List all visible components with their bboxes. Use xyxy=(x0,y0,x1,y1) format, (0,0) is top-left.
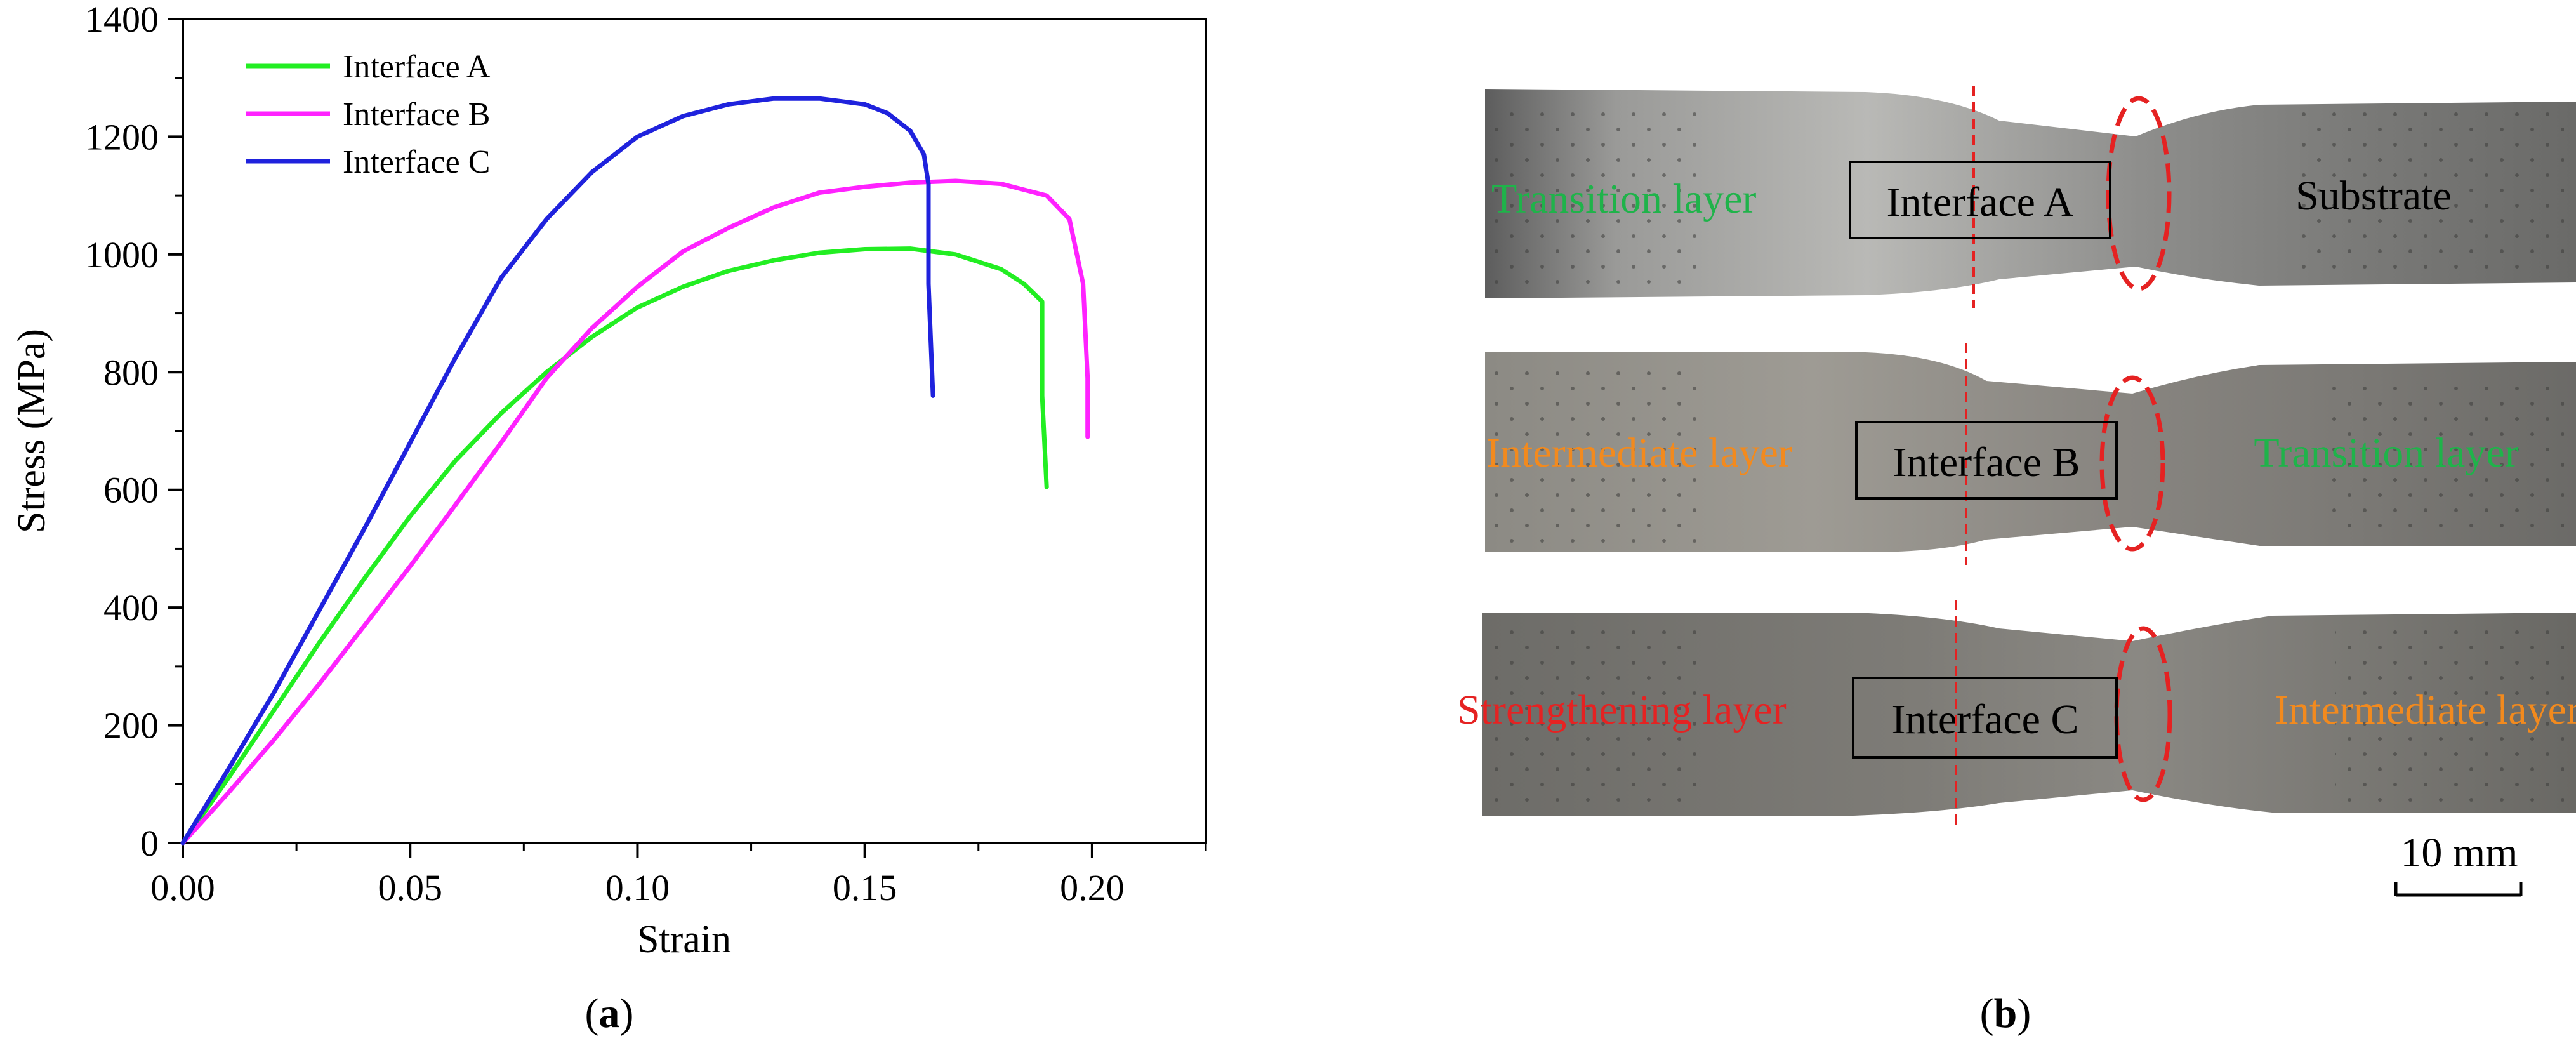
legend-label-interface-b: Interface B xyxy=(343,96,490,133)
x-tick-label: 0.00 xyxy=(150,867,215,908)
panel-label-a: (a) xyxy=(585,990,634,1037)
y-tick-label: 800 xyxy=(103,352,159,393)
specimen-interface-b: Interface B Intermediate layer Transitio… xyxy=(1485,343,2576,565)
plot-frame xyxy=(182,18,1207,844)
panel-label-b: (b) xyxy=(1980,990,2031,1037)
specimen-c-grip-dots-left xyxy=(1488,625,1698,803)
y-axis-title: Stress (MPa) xyxy=(10,329,53,533)
panel-a-open-paren: ( xyxy=(585,990,599,1037)
specimen-b-body xyxy=(1485,352,2576,552)
specimen-b-right-label: Transition layer xyxy=(2254,430,2518,476)
panel-a-close-paren: ) xyxy=(620,990,634,1037)
scale-bar: 10 mm xyxy=(2394,830,2523,897)
x-tick-label: 0.20 xyxy=(1060,867,1125,908)
series-layer xyxy=(180,96,1090,846)
specimen-a-grip-dots-right xyxy=(2297,111,2564,270)
x-axis-title: Strain xyxy=(637,918,731,961)
specimen-a-interface-box xyxy=(1849,161,2111,239)
panel-b-close-paren: ) xyxy=(2017,990,2031,1037)
specimen-c-right-label: Intermediate layer xyxy=(2275,687,2576,733)
specimen-c-box-label: Interface C xyxy=(1892,696,2079,743)
legend-label-interface-c: Interface C xyxy=(343,144,490,180)
specimen-a-left-label: Transition layer xyxy=(1491,176,1756,222)
series-line-interface-b xyxy=(180,178,1090,846)
specimen-a-fracture-ellipse xyxy=(2106,96,2172,291)
panel-b-open-paren: ( xyxy=(1980,990,1994,1037)
x-tick-label: 0.15 xyxy=(833,867,897,908)
y-tick-label: 400 xyxy=(103,587,159,628)
specimen-b-interface-box xyxy=(1855,421,2118,500)
specimen-photo-panel: Interface A Transition layer Substrate I… xyxy=(1457,86,2576,1037)
specimen-c-left-label: Strengthening layer xyxy=(1457,687,1787,733)
y-tick-label: 1400 xyxy=(85,0,159,40)
x-tick-label: 0.10 xyxy=(605,867,670,908)
specimen-c-grip-dots-right xyxy=(2335,625,2564,803)
legend-label-interface-a: Interface A xyxy=(343,49,491,85)
specimen-b-grip-dots-right xyxy=(2323,375,2564,536)
specimen-b-left-label: Intermediate layer xyxy=(1486,430,1792,476)
y-tick-label: 1200 xyxy=(85,116,159,157)
legend: Interface A Interface B Interface C xyxy=(246,49,491,180)
panel-b-letter: b xyxy=(1994,990,2018,1037)
specimen-a-grip-dots-left xyxy=(1488,102,1704,286)
specimen-a-box-label: Interface A xyxy=(1887,179,2074,225)
specimen-c-interface-box xyxy=(1852,677,2118,759)
x-axis-ticks: 0.00 0.05 0.10 0.15 0.20 xyxy=(150,843,1207,908)
specimen-b-fracture-ellipse xyxy=(2099,375,2165,552)
specimen-a-right-label: Substrate xyxy=(2295,173,2452,219)
panel-a-letter: a xyxy=(599,990,620,1037)
scale-bar-label: 10 mm xyxy=(2400,830,2518,876)
specimen-c-body xyxy=(1482,613,2576,816)
series-line-interface-a xyxy=(180,246,1049,846)
series-line-interface-c xyxy=(180,96,935,846)
specimen-c-fracture-ellipse xyxy=(2114,626,2172,802)
specimen-interface-a: Interface A Transition layer Substrate xyxy=(1485,86,2576,308)
y-tick-label: 1000 xyxy=(85,234,159,275)
specimen-b-box-label: Interface B xyxy=(1893,439,2080,486)
y-axis-ticks: 0 200 400 600 800 1000 1200 1400 xyxy=(85,0,183,864)
specimen-b-grip-dots-left xyxy=(1488,365,1698,543)
y-tick-label: 600 xyxy=(103,470,159,511)
y-tick-label: 200 xyxy=(103,705,159,746)
y-tick-label: 0 xyxy=(140,823,159,864)
specimen-interface-c: Interface C Strengthening layer Intermed… xyxy=(1457,600,2576,825)
x-tick-label: 0.05 xyxy=(378,867,442,908)
